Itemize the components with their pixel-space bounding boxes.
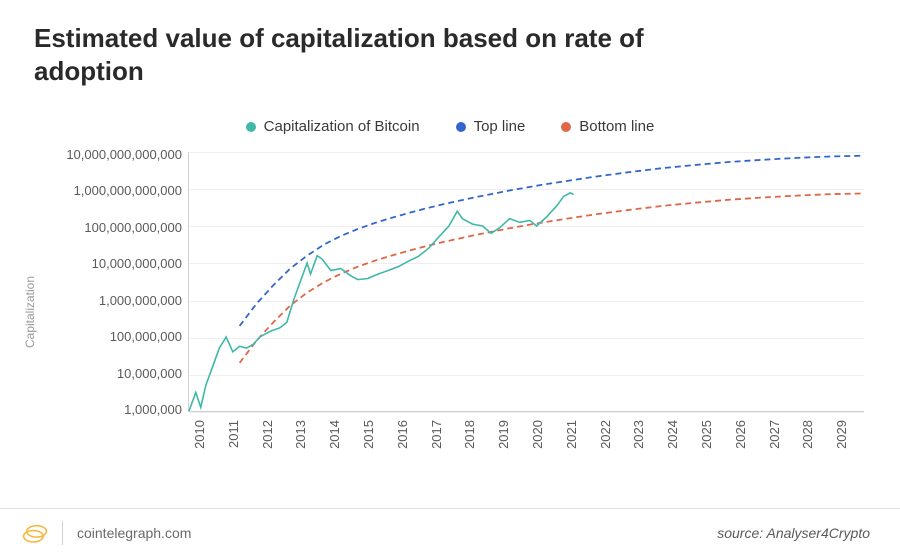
y-tick: 1,000,000 — [48, 403, 182, 416]
series-bottom-line — [240, 193, 864, 362]
source-attribution: source: Analyser4Crypto — [717, 525, 870, 541]
x-tick: 2024 — [665, 420, 680, 449]
footer: cointelegraph.com source: Analyser4Crypt… — [0, 508, 900, 556]
x-tick: 2015 — [361, 420, 376, 449]
source-name: Analyser4Crypto — [767, 525, 871, 541]
x-tick: 2016 — [395, 420, 410, 449]
plot-wrap: 10,000,000,000,000 1,000,000,000,000 100… — [48, 142, 870, 482]
x-tick: 2011 — [226, 420, 241, 448]
y-tick: 100,000,000 — [48, 330, 182, 343]
x-tick: 2029 — [834, 420, 849, 449]
y-ticks: 10,000,000,000,000 1,000,000,000,000 100… — [48, 148, 182, 416]
legend-dot-icon — [246, 122, 256, 132]
y-tick: 10,000,000,000 — [48, 257, 182, 270]
legend-label: Bottom line — [579, 118, 654, 135]
chart-title: Estimated value of capitalization based … — [34, 22, 734, 89]
legend-item: Top line — [456, 118, 526, 135]
x-tick: 2028 — [800, 420, 815, 449]
x-tick: 2014 — [327, 420, 342, 449]
x-tick: 2010 — [192, 420, 207, 449]
legend-label: Capitalization of Bitcoin — [264, 118, 420, 135]
legend-label: Top line — [474, 118, 526, 135]
x-tick: 2020 — [530, 420, 545, 449]
x-tick: 2018 — [462, 420, 477, 449]
legend-dot-icon — [561, 122, 571, 132]
y-tick: 100,000,000,000 — [48, 221, 182, 234]
x-tick: 2027 — [767, 420, 782, 449]
grid-line — [189, 412, 864, 413]
y-tick: 1,000,000,000,000 — [48, 184, 182, 197]
x-tick: 2021 — [564, 420, 579, 449]
x-tick: 2017 — [429, 420, 444, 449]
logo-icon — [22, 520, 48, 546]
legend-dot-icon — [456, 122, 466, 132]
divider — [62, 521, 63, 545]
x-tick: 2019 — [496, 420, 511, 449]
x-tick: 2023 — [631, 420, 646, 449]
chart-svg — [189, 152, 864, 411]
source-prefix: source: — [717, 525, 766, 541]
site-name: cointelegraph.com — [77, 525, 191, 541]
legend-item: Bottom line — [561, 118, 654, 135]
footer-left: cointelegraph.com — [22, 520, 191, 546]
chart-area: Capitalization 10,000,000,000,000 1,000,… — [30, 142, 870, 482]
y-tick: 1,000,000,000 — [48, 294, 182, 307]
y-tick: 10,000,000 — [48, 367, 182, 380]
x-tick: 2025 — [699, 420, 714, 449]
y-axis-label: Capitalization — [22, 142, 38, 482]
x-tick: 2012 — [260, 420, 275, 449]
series-bitcoin — [189, 193, 574, 411]
plot-region — [188, 152, 864, 412]
x-tick: 2013 — [293, 420, 308, 449]
legend: Capitalization of Bitcoin Top line Botto… — [0, 118, 900, 135]
legend-item: Capitalization of Bitcoin — [246, 118, 420, 135]
x-tick: 2022 — [598, 420, 613, 449]
series-top-line — [240, 156, 864, 326]
x-tick: 2026 — [733, 420, 748, 449]
x-ticks: 2010 2011 2012 2013 2014 2015 2016 2017 2018 2019… — [188, 420, 864, 480]
y-tick: 10,000,000,000,000 — [48, 148, 182, 161]
